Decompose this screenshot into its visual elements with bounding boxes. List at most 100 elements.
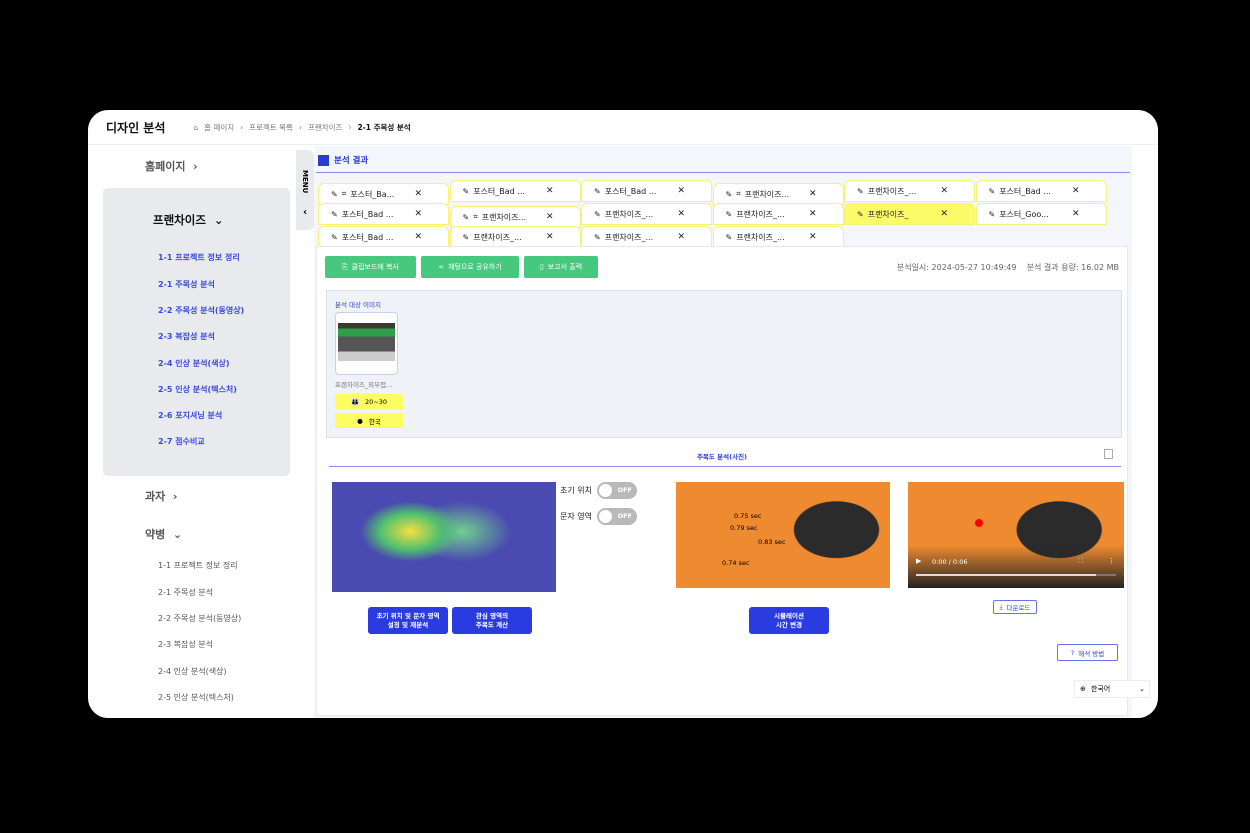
result-tab[interactable]: ✎ 프랜차이즈_... ✕ xyxy=(712,203,844,225)
sidebar-item[interactable]: 1-1 프로젝트 정보 정리 xyxy=(158,253,240,262)
sidebar-item[interactable]: 2-2 주목성 분석(동영상) xyxy=(158,306,245,315)
fixation-label: 0.74 sec xyxy=(722,559,750,567)
result-tab[interactable]: ✎ ⌗ 프랜차이즈... ✕ xyxy=(712,183,844,205)
sidebar-item[interactable]: 2-5 인상 분석(텍스처) xyxy=(158,385,237,394)
edit-icon[interactable]: ✎ xyxy=(462,212,470,222)
breadcrumb-projects[interactable]: 프로젝트 목록 xyxy=(249,122,293,132)
sidebar-home[interactable]: 홈페이지 › xyxy=(145,160,198,173)
result-tab[interactable]: ✎ 포스터_Bad ... ✕ xyxy=(318,226,449,248)
edit-icon[interactable]: ✎ xyxy=(594,232,601,242)
sidebar-item[interactable]: 1-1 프로젝트 정보 정리 xyxy=(158,561,238,570)
close-icon[interactable]: ✕ xyxy=(545,232,554,242)
sidebar-item[interactable]: 2-1 주목성 분석 xyxy=(158,588,213,597)
roi-attention-button[interactable]: 관심 영역의 주목도 계산 xyxy=(452,607,532,634)
sidebar-item[interactable]: 2-4 인상 분석(색상) xyxy=(158,359,230,368)
download-button[interactable]: ⤓ 다운로드 xyxy=(993,600,1037,614)
edit-icon[interactable]: ✎ xyxy=(857,209,864,219)
breadcrumb-franchise[interactable]: 프랜차이즈 xyxy=(307,122,343,132)
sidebar-item[interactable]: 2-7 점수비교 xyxy=(158,437,205,446)
document-icon[interactable] xyxy=(1104,449,1113,459)
sidebar-item[interactable]: 2-3 복잡성 분석 xyxy=(158,640,213,649)
gaze-sequence-image: 0.75 sec 0.79 sec 0.83 sec 0.74 sec xyxy=(676,482,890,588)
language-select[interactable]: ⊕ 한국어 ⌄ xyxy=(1074,680,1150,698)
close-icon[interactable]: ✕ xyxy=(940,186,948,196)
edit-icon[interactable]: ✎ xyxy=(331,232,338,242)
tab-label: 포스터_Bad ... xyxy=(999,186,1051,196)
result-tab[interactable]: ✎ 포스터_Bad ... ✕ xyxy=(449,180,581,202)
collapse-icon[interactable]: ‹ xyxy=(302,207,308,219)
close-icon[interactable]: ✕ xyxy=(1071,186,1080,196)
close-icon[interactable]: ✕ xyxy=(677,186,685,196)
result-tab[interactable]: ✎ ⌗ 프랜차이즈... ✕ xyxy=(449,206,581,228)
sidebar-yakbyeong[interactable]: 약병 ⌄ xyxy=(145,528,183,541)
breadcrumb-home[interactable]: 홈 페이지 xyxy=(204,122,235,132)
menu-toggle[interactable]: MENU ‹ xyxy=(296,150,314,230)
edit-icon[interactable]: ✎ xyxy=(594,186,601,196)
reanalyze-button[interactable]: 초기 위치 및 문자 영역 설정 및 재분석 xyxy=(368,607,448,634)
close-icon[interactable]: ✕ xyxy=(808,232,817,242)
sidebar-group-title[interactable]: 프랜차이즈 ⌄ xyxy=(153,213,224,227)
sidebar-item[interactable]: 2-5 인상 분석(텍스처) xyxy=(158,693,234,702)
close-icon[interactable]: ✕ xyxy=(545,212,554,222)
fixation-label: 0.79 sec xyxy=(730,524,758,532)
edit-icon[interactable]: ✎ xyxy=(331,189,338,199)
result-tab[interactable]: ✎ 프랜차이즈_... ✕ xyxy=(581,203,712,225)
play-icon[interactable]: ▶ xyxy=(916,557,922,565)
video-player[interactable]: ▶ 0:00 / 0:06 ⛶ ⋮ xyxy=(908,482,1124,588)
target-thumbnail[interactable] xyxy=(335,312,398,375)
result-tab[interactable]: ✎ 포스터_Bad ... ✕ xyxy=(318,203,449,225)
close-icon[interactable]: ✕ xyxy=(808,209,817,219)
close-icon[interactable]: ✕ xyxy=(414,209,422,219)
result-tab[interactable]: ✎ 프랜차이즈_... ✕ xyxy=(449,226,581,248)
sidebar-item[interactable]: 2-4 인상 분석(색상) xyxy=(158,667,227,676)
sidebar-gwaja[interactable]: 과자 › xyxy=(145,490,178,503)
sidebar-item[interactable]: 2-1 주목성 분석 xyxy=(158,280,215,289)
close-icon[interactable]: ✕ xyxy=(677,209,685,219)
text-area-toggle[interactable]: 문자 영역 OFF xyxy=(560,508,637,525)
edit-icon[interactable]: ✎ xyxy=(594,209,601,219)
sidebar-item[interactable]: 2-2 주목성 분석(동영상) xyxy=(158,614,242,623)
video-progress[interactable] xyxy=(916,574,1116,576)
edit-icon[interactable]: ✎ xyxy=(988,209,996,219)
tab-label: 프랜차이즈... xyxy=(744,189,790,199)
result-tab[interactable]: ✎ 프랜차이즈_... ✕ xyxy=(581,226,712,248)
download-icon: ⤓ xyxy=(999,602,1003,611)
result-tab[interactable]: ✎ 프랜차이즈_ ✕ xyxy=(844,203,975,225)
close-icon[interactable]: ✕ xyxy=(414,232,422,242)
close-icon[interactable]: ✕ xyxy=(808,189,817,199)
sidebar-item[interactable]: 2-3 복잡성 분석 xyxy=(158,332,215,341)
app-title: 디자인 분석 xyxy=(106,120,166,135)
close-icon[interactable]: ✕ xyxy=(1071,209,1080,219)
gaze-dot xyxy=(975,519,983,527)
simulation-time-button[interactable]: 시뮬레이션 시간 변경 xyxy=(749,607,829,634)
edit-icon[interactable]: ✎ xyxy=(462,186,470,196)
edit-icon[interactable]: ✎ xyxy=(462,232,470,242)
more-icon[interactable]: ⋮ xyxy=(1108,557,1115,565)
edit-icon[interactable]: ✎ xyxy=(857,186,864,196)
crop-icon: ⌗ xyxy=(736,189,741,198)
share-chat-button[interactable]: < 채팅으로 공유하기 xyxy=(421,256,519,278)
result-tab[interactable]: ✎ 포스터_Bad ... ✕ xyxy=(975,180,1107,202)
result-tab[interactable]: ✎ 포스터_Goo... ✕ xyxy=(975,203,1107,225)
result-tab[interactable]: ✎ 포스터_Bad ... ✕ xyxy=(581,180,712,202)
result-tab[interactable]: ✎ 프랜차이즈_... ✕ xyxy=(844,180,975,202)
fullscreen-icon[interactable]: ⛶ xyxy=(1078,557,1083,565)
print-report-button[interactable]: ▯ 보고서 출력 xyxy=(524,256,598,278)
method-button[interactable]: ? 해석 방법 xyxy=(1057,644,1118,661)
copy-clipboard-button[interactable]: ⎘ 클립보드에 복사 xyxy=(325,256,416,278)
edit-icon[interactable]: ✎ xyxy=(725,189,733,199)
close-icon[interactable]: ✕ xyxy=(940,209,948,219)
close-icon[interactable]: ✕ xyxy=(545,186,554,196)
close-icon[interactable]: ✕ xyxy=(677,232,685,242)
close-icon[interactable]: ✕ xyxy=(414,189,422,199)
sidebar-item[interactable]: 2-6 포지셔닝 분석 xyxy=(158,411,223,420)
edit-icon[interactable]: ✎ xyxy=(725,232,733,242)
tab-label: 프랜차이즈_... xyxy=(604,232,654,242)
edit-icon[interactable]: ✎ xyxy=(725,209,733,219)
initial-position-toggle[interactable]: 초기 위치 OFF xyxy=(560,482,637,499)
edit-icon[interactable]: ✎ xyxy=(988,186,996,196)
result-tab[interactable]: ✎ 프랜차이즈_... ✕ xyxy=(712,226,844,248)
edit-icon[interactable]: ✎ xyxy=(331,209,338,219)
tab-label: 프랜차이즈_... xyxy=(736,232,785,242)
result-tab[interactable]: ✎ ⌗ 포스터_Ba... ✕ xyxy=(318,183,449,205)
